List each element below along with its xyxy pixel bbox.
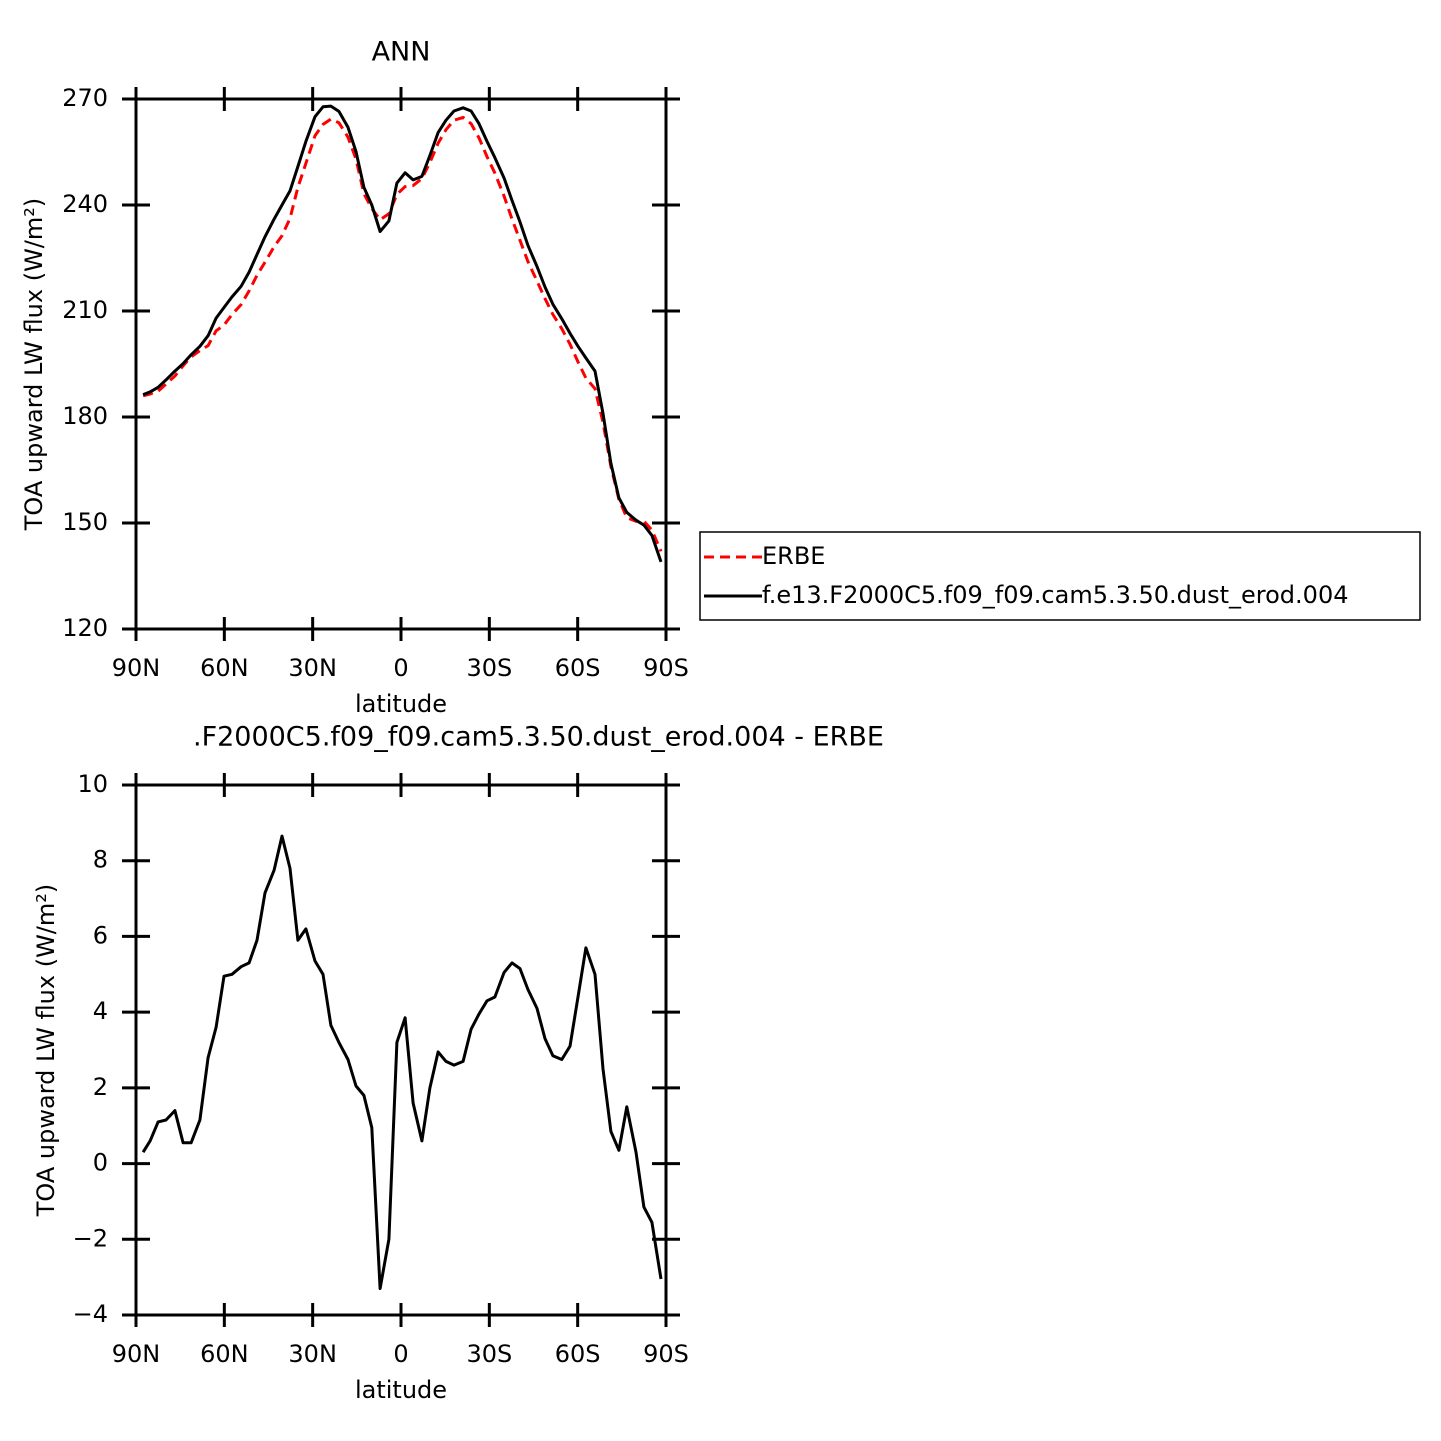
y-tick-label: 240 xyxy=(62,190,108,218)
x-tick-label: 90S xyxy=(643,654,689,682)
legend-label: ERBE xyxy=(762,542,825,570)
x-tick-label: 60N xyxy=(200,654,249,682)
chart-title: .F2000C5.f09_f09.cam5.3.50.dust_erod.004… xyxy=(193,722,884,753)
x-tick-label: 30S xyxy=(466,1340,512,1368)
data-line xyxy=(142,104,663,563)
plot-frame xyxy=(134,783,668,1317)
y-tick-label: 2 xyxy=(93,1073,108,1101)
x-tick-label: 90N xyxy=(112,1340,161,1368)
x-tick-label: 60S xyxy=(555,1340,601,1368)
y-tick-label: −2 xyxy=(73,1224,108,1252)
y-tick-label: 10 xyxy=(77,770,108,798)
data-line xyxy=(142,115,663,552)
y-tick-label: 8 xyxy=(93,846,108,874)
x-tick-label: 0 xyxy=(393,1340,408,1368)
x-axis-label: latitude xyxy=(355,690,447,718)
legend-box xyxy=(699,531,1421,621)
x-tick-label: 30N xyxy=(288,1340,337,1368)
y-tick-label: 150 xyxy=(62,508,108,536)
x-tick-label: 90S xyxy=(643,1340,689,1368)
x-tick-label: 60S xyxy=(555,654,601,682)
y-tick-label: 0 xyxy=(93,1149,108,1177)
y-tick-label: 180 xyxy=(62,402,108,430)
y-tick-label: 4 xyxy=(93,997,108,1025)
chart-title: ANN xyxy=(372,37,431,68)
x-axis-label: latitude xyxy=(355,1376,447,1404)
x-tick-label: 0 xyxy=(393,654,408,682)
y-tick-label: 270 xyxy=(62,84,108,112)
x-tick-label: 30S xyxy=(466,654,512,682)
y-tick-label: 210 xyxy=(62,296,108,324)
y-tick-label: 6 xyxy=(93,921,108,949)
y-tick-label: 120 xyxy=(62,614,108,642)
x-tick-label: 90N xyxy=(112,654,161,682)
x-tick-label: 30N xyxy=(288,654,337,682)
x-tick-label: 60N xyxy=(200,1340,249,1368)
legend-label: f.e13.F2000C5.f09_f09.cam5.3.50.dust_ero… xyxy=(762,581,1348,609)
y-axis-label: TOA upward LW flux (W/m²) xyxy=(20,198,48,532)
y-tick-label: −4 xyxy=(73,1300,108,1328)
y-axis-label: TOA upward LW flux (W/m²) xyxy=(32,884,60,1218)
data-line xyxy=(141,834,663,1290)
